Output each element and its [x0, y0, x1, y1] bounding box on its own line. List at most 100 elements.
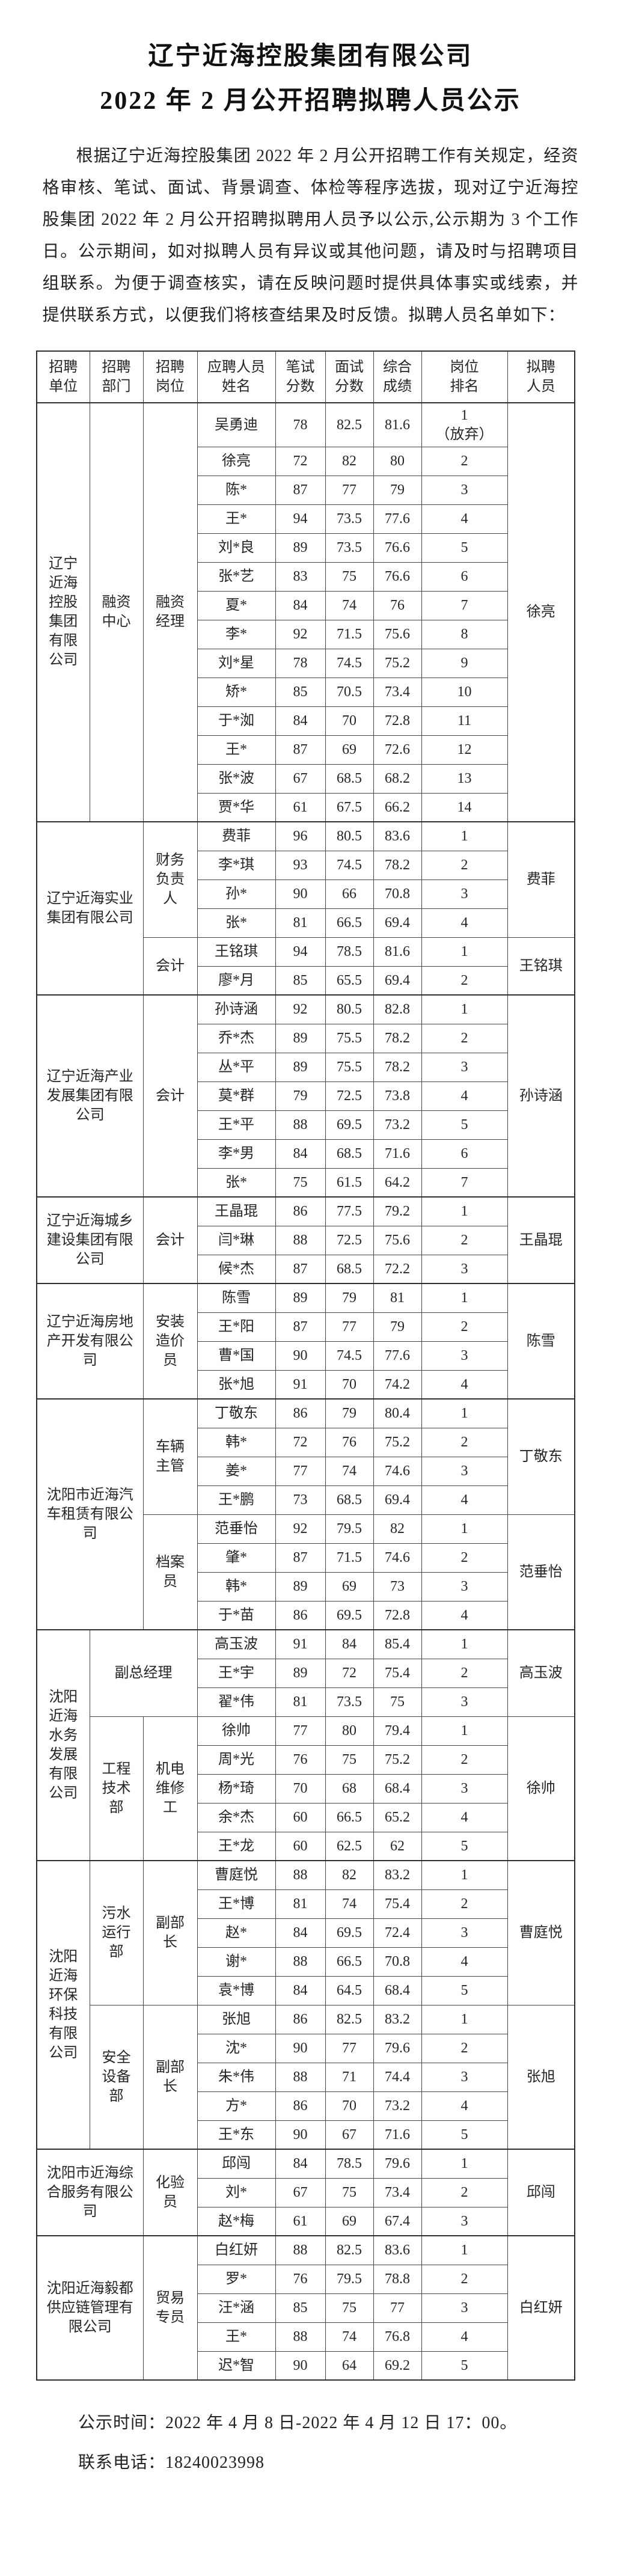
candidate-name-cell: 王* [197, 735, 276, 765]
written-score-cell: 87 [275, 1254, 326, 1284]
company-cell: 辽宁近海房地 产开发有限公 司 [36, 1283, 144, 1400]
table-row: 沈* 90 77 79.6 2 [37, 2033, 575, 2063]
composite-score-cell: 75 [373, 1687, 422, 1717]
candidate-name-cell: 李*男 [197, 1139, 276, 1169]
table-header-cell: 应聘人员 姓名 [197, 350, 276, 403]
table-header-cell: 招聘 部门 [89, 350, 144, 403]
composite-score-cell: 79.2 [373, 1196, 422, 1226]
table-row: 周*光 76 75 75.2 2 [37, 1745, 575, 1775]
written-score-cell: 77 [275, 1716, 326, 1746]
written-score-cell: 84 [275, 1975, 326, 2005]
composite-score-cell: 85.4 [373, 1629, 422, 1659]
table-row: 翟*伟 81 73.5 75 3 [37, 1687, 575, 1717]
interview-score-cell: 69 [325, 1571, 374, 1602]
composite-score-cell: 80.4 [373, 1398, 422, 1428]
composite-score-cell: 69.4 [373, 908, 422, 938]
rank-cell: 2 [421, 2264, 508, 2294]
table-body: 辽宁 近海 控股 集团 有限 公司 融资 中心 融资 经理 吴勇迪 78 82.5 81.6… [36, 402, 575, 2381]
table-row: 王*平 88 69.5 73.2 5 [37, 1110, 575, 1140]
candidate-name-cell: 闫*琳 [197, 1225, 276, 1255]
position-cell: 会计 [142, 1196, 198, 1284]
proposed-hire-cell: 丁敬东 [507, 1398, 575, 1515]
proposed-hire-cell: 曹庭悦 [507, 1860, 575, 2005]
composite-score-cell: 78.2 [373, 1052, 422, 1082]
interview-score-cell: 82.5 [325, 2004, 374, 2034]
rank-cell: 1 [421, 994, 508, 1024]
candidate-name-cell: 刘*星 [197, 648, 276, 678]
table-row: 韩* 89 69 73 3 [37, 1571, 575, 1602]
interview-score-cell: 78.5 [325, 2149, 374, 2179]
written-score-cell: 90 [275, 2351, 326, 2381]
written-score-cell: 89 [275, 1283, 326, 1313]
candidate-name-cell: 袁*博 [197, 1975, 276, 2005]
interview-score-cell: 77.5 [325, 1196, 374, 1226]
written-score-cell: 76 [275, 2264, 326, 2294]
rank-cell: 14 [421, 792, 508, 822]
candidate-name-cell: 费菲 [197, 821, 276, 851]
rank-cell: 3 [421, 1341, 508, 1371]
written-score-cell: 83 [275, 561, 326, 592]
candidate-name-cell: 韩* [197, 1427, 276, 1457]
table-row: 辽宁 近海 控股 集团 有限 公司 融资 中心 融资 经理 吴勇迪 78 82.5 81.6… [36, 402, 575, 822]
proposed-hire-cell: 王晶琨 [507, 1196, 575, 1284]
written-score-cell: 89 [275, 533, 326, 563]
interview-score-cell: 76 [325, 1427, 374, 1457]
rank-cell: 2 [421, 1889, 508, 1919]
interview-score-cell: 82.5 [325, 2235, 374, 2265]
rank-cell: 4 [421, 1947, 508, 1977]
written-score-cell: 86 [275, 2091, 326, 2121]
rank-cell: 2 [421, 2033, 508, 2063]
rank-cell: 5 [421, 1110, 508, 1140]
position-cell: 副部 长 [142, 2004, 198, 2150]
proposed-hire-cell: 白红妍 [507, 2235, 575, 2381]
composite-score-cell: 73.2 [373, 1110, 422, 1140]
composite-score-cell: 76.6 [373, 533, 422, 563]
composite-score-cell: 75.2 [373, 1427, 422, 1457]
proposed-hire-cell: 高玉波 [507, 1629, 575, 1717]
interview-score-cell: 74 [325, 2322, 374, 2352]
composite-score-cell: 83.2 [373, 1860, 422, 1890]
interview-score-cell: 74.5 [325, 648, 374, 678]
contact-phone-text: 联系电话：18240023998 [78, 2453, 265, 2473]
composite-score-cell: 75.2 [373, 1745, 422, 1775]
table-row: 会计 王铭琪 94 78.5 81.6 1 王铭琪 [37, 937, 575, 996]
rank-cell: 2 [421, 1225, 508, 1255]
composite-score-cell: 81 [373, 1283, 422, 1313]
table-row: 陈* 87 77 79 3 [37, 475, 575, 505]
composite-score-cell: 69.2 [373, 2351, 422, 2381]
interview-score-cell: 66.5 [325, 1947, 374, 1977]
table-row: 丛*平 89 75.5 78.2 3 [37, 1052, 575, 1082]
table-row: 贾*华 61 67.5 66.2 14 [37, 792, 575, 822]
composite-score-cell: 77.6 [373, 1341, 422, 1371]
rank-cell: 1 [421, 2004, 508, 2034]
candidate-name-cell: 陈* [197, 475, 276, 505]
interview-score-cell: 73.5 [325, 1687, 374, 1717]
composite-score-cell: 73.2 [373, 2091, 422, 2121]
candidate-name-cell: 曹庭悦 [197, 1860, 276, 1890]
composite-score-cell: 69.4 [373, 965, 422, 996]
table-header-row: 招聘 单位 招聘 部门 招聘 岗位 应聘人员 姓名 笔试 分数 面试 分数 综合 成绩 岗位 … [36, 350, 575, 403]
interview-score-cell: 79.5 [325, 1514, 374, 1544]
candidate-name-cell: 张*艺 [197, 561, 276, 592]
interview-score-cell: 66.5 [325, 1802, 374, 1832]
candidate-name-cell: 张* [197, 908, 276, 938]
candidate-name-cell: 李*琪 [197, 850, 276, 880]
composite-score-cell: 70.8 [373, 879, 422, 909]
rank-cell: 3 [421, 1773, 508, 1804]
rank-cell: 2 [421, 2177, 508, 2207]
table-row: 辽宁近海实业 集团有限公司 财务 负责 人费菲 96 80.5 83.6 1 费菲 [36, 821, 575, 996]
rank-cell: 6 [421, 1139, 508, 1169]
candidate-name-cell: 李* [197, 619, 276, 649]
written-score-cell: 81 [275, 1687, 326, 1717]
rank-cell: 4 [421, 1485, 508, 1515]
interview-score-cell: 72.5 [325, 1225, 374, 1255]
rank-cell: 1 [421, 1398, 508, 1428]
candidate-name-cell: 丁敬东 [197, 1398, 276, 1428]
interview-score-cell: 72.5 [325, 1081, 374, 1111]
composite-score-cell: 62 [373, 1831, 422, 1861]
rank-cell: 3 [421, 879, 508, 909]
table-row: 袁*博 84 64.5 68.4 5 [37, 1975, 575, 2005]
written-score-cell: 86 [275, 1600, 326, 1630]
written-score-cell: 88 [275, 2062, 326, 2092]
table-row: 辽宁近海产业 发展集团有限 公司 会计 孙诗涵 92 80.5 82.8 1 孙诗涵 [36, 994, 575, 1198]
